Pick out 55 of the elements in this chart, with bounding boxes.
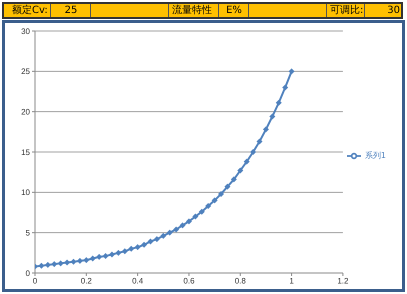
point [44,262,51,268]
text: E% [225,5,243,16]
point [198,208,205,215]
point [147,238,154,245]
point [102,253,109,260]
point [58,260,64,266]
y-tick-label: 5 [26,228,31,238]
text: 额定Cv: [12,5,48,16]
text: 流量特性 [172,5,213,16]
point [192,214,198,220]
point [262,126,269,132]
text: 可调比: [330,5,364,16]
point [115,250,122,256]
y-tick-label: 30 [21,26,31,36]
point [276,100,282,106]
point [205,203,212,210]
point [256,138,263,145]
point [250,149,256,155]
y-tick-label: 20 [21,108,31,117]
point [282,84,288,90]
point [244,158,250,165]
point [122,248,128,254]
point [186,218,192,224]
x-tick-label: 0.2 [80,276,92,286]
x-tick-label: 0.8 [234,276,246,286]
x-tick-label: 0.4 [132,276,144,286]
y-tick-label: 0 [26,268,31,278]
point [218,190,224,197]
x-tick-label: 0 [32,276,38,286]
point [166,230,173,236]
text: 25 [64,5,78,16]
point [230,176,237,182]
point [224,184,230,190]
x-tick-label: 0.6 [183,276,196,286]
point [212,197,218,204]
point [128,246,134,252]
point [180,222,186,228]
point [288,68,295,74]
point [134,244,141,250]
point [160,232,166,239]
point [108,251,115,258]
x-tick-label: 1.2 [337,276,350,286]
legend-label: 系列1 [364,151,386,160]
point [154,236,160,242]
y-tick-label: 15 [21,148,31,157]
point [90,255,96,262]
point [173,226,180,232]
point [76,258,83,264]
x-tick-label: 1 [289,276,294,286]
y-tick-label: 10 [21,188,31,198]
point [237,168,244,174]
point [269,114,276,120]
text: 30 [386,5,400,16]
y-tick-label: 25 [21,67,31,76]
point [141,242,148,248]
